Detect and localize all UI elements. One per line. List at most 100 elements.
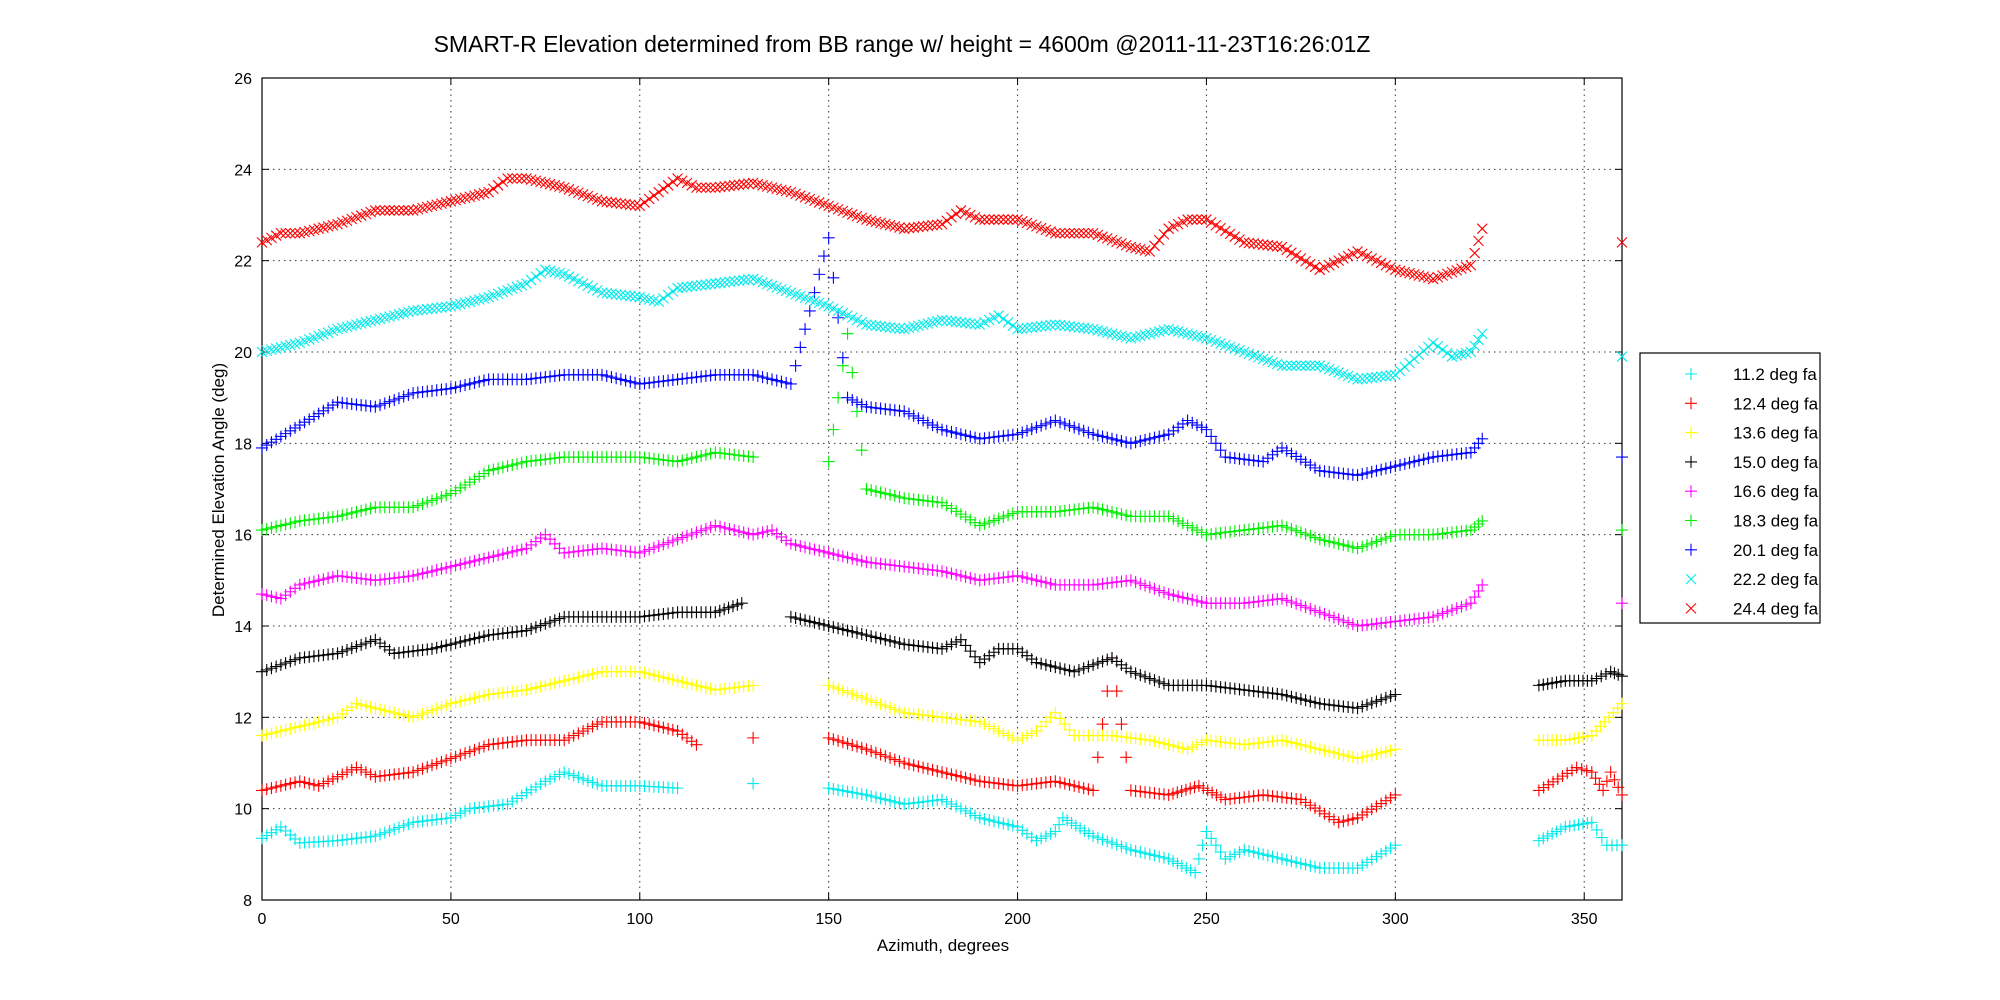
data-point xyxy=(525,174,537,185)
data-point xyxy=(1356,373,1368,385)
data-point xyxy=(1423,272,1434,284)
data-point xyxy=(1451,350,1463,361)
data-point xyxy=(969,650,982,663)
data-point xyxy=(591,718,604,731)
data-point xyxy=(473,631,486,644)
data-point xyxy=(737,449,750,462)
data-point xyxy=(1389,460,1402,473)
data-point xyxy=(742,679,755,692)
data-point xyxy=(289,721,302,734)
data-point xyxy=(487,687,500,700)
data-point xyxy=(1058,718,1071,731)
data-point xyxy=(1162,738,1175,751)
data-point xyxy=(1025,653,1038,666)
data-point xyxy=(841,391,854,404)
data-point xyxy=(978,718,991,731)
data-point xyxy=(817,250,830,263)
data-point xyxy=(973,811,986,824)
legend-item: 11.2 deg fa xyxy=(1685,365,1817,384)
data-point xyxy=(1219,852,1232,865)
data-point xyxy=(855,788,868,801)
data-point xyxy=(1205,430,1218,443)
data-point xyxy=(940,795,953,808)
data-point xyxy=(596,195,608,207)
data-point xyxy=(1157,788,1170,801)
data-point xyxy=(1313,697,1326,710)
data-point xyxy=(374,399,387,412)
data-point xyxy=(534,680,547,693)
data-point xyxy=(1035,419,1048,432)
data-point xyxy=(1143,734,1156,747)
data-point xyxy=(907,796,920,809)
data-point xyxy=(1110,433,1123,446)
data-point xyxy=(355,399,368,412)
data-point xyxy=(1242,453,1255,466)
data-point xyxy=(449,637,462,650)
data-point xyxy=(950,505,963,518)
data-point xyxy=(1120,574,1133,587)
data-point xyxy=(629,376,642,389)
data-point xyxy=(761,181,773,192)
data-point xyxy=(666,606,679,619)
data-point xyxy=(1002,729,1015,742)
data-point xyxy=(1120,331,1132,343)
data-point xyxy=(515,543,528,556)
data-point xyxy=(1192,852,1205,865)
data-point xyxy=(1078,322,1090,334)
data-point xyxy=(1134,785,1147,798)
data-point xyxy=(591,666,604,679)
data-point xyxy=(1059,227,1071,239)
data-point xyxy=(1021,424,1033,437)
data-point xyxy=(875,320,886,332)
data-point xyxy=(1446,526,1458,539)
data-point xyxy=(685,452,698,465)
data-point xyxy=(1025,778,1038,791)
data-point xyxy=(1153,787,1166,800)
data-point xyxy=(1006,570,1019,583)
data-point xyxy=(417,304,428,316)
data-point xyxy=(1332,467,1345,480)
data-point xyxy=(884,751,897,764)
data-point xyxy=(426,814,438,827)
data-point xyxy=(341,397,353,410)
data-point xyxy=(1030,834,1043,847)
data-point xyxy=(1177,327,1189,338)
data-point xyxy=(1044,711,1057,724)
data-point xyxy=(1176,517,1189,530)
data-point xyxy=(1370,617,1383,630)
data-point xyxy=(652,720,665,733)
data-point xyxy=(808,616,821,629)
data-point xyxy=(374,573,387,586)
data-point xyxy=(912,796,925,809)
data-point xyxy=(548,452,561,465)
data-point xyxy=(1228,525,1241,538)
data-point xyxy=(1209,839,1222,852)
data-point xyxy=(449,484,462,497)
data-point xyxy=(1464,597,1477,610)
data-point xyxy=(345,832,358,845)
data-point xyxy=(365,315,376,327)
data-point xyxy=(530,175,542,187)
data-point xyxy=(690,679,703,692)
data-point xyxy=(435,701,448,714)
data-point xyxy=(487,738,500,751)
legend-label: 12.4 deg fa xyxy=(1733,394,1819,413)
data-point xyxy=(926,710,939,723)
data-point xyxy=(1063,664,1076,677)
data-point xyxy=(421,706,434,719)
data-point xyxy=(813,268,826,281)
data-point xyxy=(874,698,887,711)
data-point xyxy=(1575,763,1588,776)
data-point xyxy=(1191,594,1203,607)
data-point xyxy=(1153,234,1165,246)
data-point xyxy=(1229,231,1241,243)
data-point xyxy=(1087,501,1100,514)
data-point xyxy=(704,369,717,382)
data-point xyxy=(440,301,452,313)
data-point xyxy=(1266,687,1279,700)
data-point xyxy=(1096,577,1109,590)
data-point xyxy=(289,338,301,350)
data-point xyxy=(1077,424,1090,437)
data-point xyxy=(521,278,532,289)
data-point xyxy=(506,626,519,639)
